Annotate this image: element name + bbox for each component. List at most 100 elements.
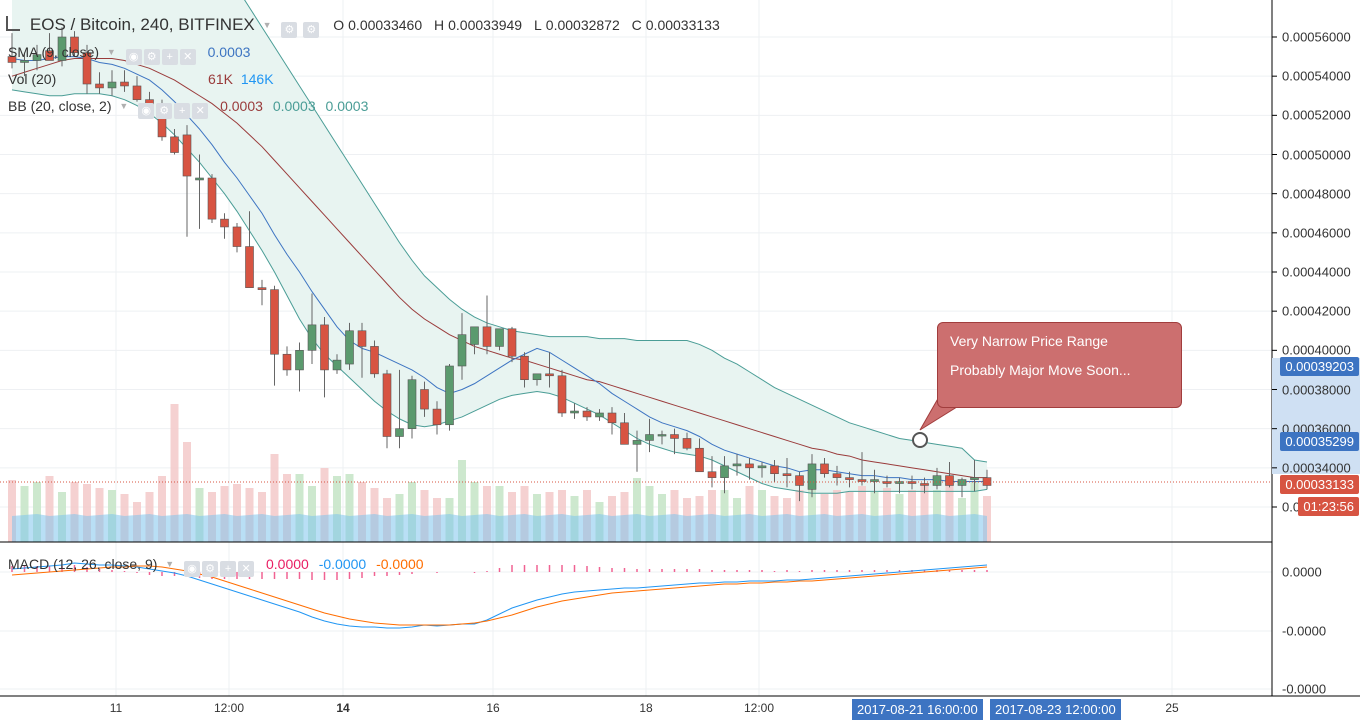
candle-body [845,477,854,480]
candle-body [832,473,842,478]
candle-body [457,334,467,367]
close-icon[interactable]: ✕ [179,49,196,65]
chevron-down-icon[interactable]: ▼ [262,20,272,30]
gear-icon[interactable]: ⚙ [202,561,219,577]
candle-body [95,83,104,89]
close-icon[interactable]: ✕ [238,561,255,577]
candle-body [295,350,304,371]
candle-body [657,434,667,437]
macd-label[interactable]: MACD (12, 26, close, 9) [8,556,158,572]
bb-legend[interactable]: BB (20, close, 2) ▼ ◉ ⚙ + ✕ 0.0003 0.0003 0… [8,98,368,119]
volume-bar [195,488,204,542]
gear-icon[interactable]: ⚙ [303,22,320,38]
candle-body [307,324,317,351]
volume-bar [333,476,341,542]
price-tick: 0.00052000 [1282,107,1351,123]
volume-bar [633,478,641,542]
last-price-tag: 0.00033133 [1280,475,1359,494]
chevron-down-icon[interactable]: ▼ [119,101,129,111]
chart-logo-icon [6,16,20,31]
volume-legend[interactable]: Vol (20) 61K 146K [8,71,274,87]
candle-body [445,365,454,426]
chevron-down-icon[interactable]: ▼ [165,559,175,569]
candle-body [570,410,579,414]
candle-body [532,373,542,381]
time-tick: 16 [486,701,500,715]
candle-body [170,136,179,153]
symbol-title[interactable]: EOS / Bitcoin, 240, BITFINEX [29,15,255,34]
callout-annotation[interactable]: Very Narrow Price Range Probably Major M… [937,322,1182,408]
time-cursor-tag: 2017-08-21 16:00:00 [852,699,983,720]
volume-bar [8,480,16,542]
candle-body [20,60,29,63]
volume-label[interactable]: Vol (20) [8,71,57,87]
plus-icon[interactable]: + [220,561,237,577]
settings-icon[interactable]: ⚙ [281,22,298,38]
volume-ma-area [12,514,987,542]
callout-line-1: Very Narrow Price Range [950,333,1108,349]
time-tick: 11 [109,701,123,715]
volume-bar [320,468,329,542]
candle-body [482,326,492,347]
candle-body [207,177,217,220]
candle-body [957,479,967,486]
candle-body [107,81,117,89]
candle-body [782,473,792,476]
volume-bar [970,482,979,542]
price-tick: 0.00054000 [1282,68,1351,84]
open-key: O [333,17,345,33]
candle-body [920,483,929,486]
plus-icon[interactable]: + [174,103,191,119]
volume-bar [408,482,416,542]
chevron-down-icon[interactable]: ▼ [106,47,116,57]
candle-body [745,463,754,469]
eye-icon[interactable]: ◉ [125,49,142,65]
time-tick: 18 [639,701,653,715]
candle-body [720,465,729,478]
volume-bar [45,476,54,542]
candle-body [707,471,717,478]
price-tick: 0.00038000 [1282,382,1351,397]
candle-body [45,50,54,61]
volume-bar [270,454,279,542]
sma-legend[interactable]: SMA (9, close) ▼ ◉ ⚙ + ✕ 0.0003 [8,44,250,65]
macd-hist-value: 0.0000 [265,556,309,572]
price-tick: 0.00042000 [1282,303,1351,319]
volume-bar [945,482,954,542]
time-tick: 12:00 [213,701,245,715]
candle-body [32,54,42,61]
candle-body [320,324,329,371]
sma-label[interactable]: SMA (9, close) [8,44,100,60]
candle-body [645,434,654,441]
bb-lower-tag: 0.00035299 [1280,432,1359,451]
candle-body [7,56,17,63]
price-tick: 0.00050000 [1282,147,1351,162]
candle-body [520,355,529,381]
candle-body [595,412,604,418]
volume-bar [20,486,29,542]
volume-value: 61K [208,71,233,87]
candle-body [332,359,342,371]
macd-signal-line [11,565,988,626]
bb-label[interactable]: BB (20, close, 2) [8,98,112,114]
gear-icon[interactable]: ⚙ [156,103,173,119]
price-tick: 0.00048000 [1282,186,1351,202]
candle-body [70,36,79,53]
volume-bar [645,486,654,542]
close-icon[interactable]: ✕ [192,103,209,119]
candle-body [857,479,867,482]
gear-icon[interactable]: ⚙ [143,49,160,65]
sma-value: 0.0003 [207,44,251,60]
eye-icon[interactable]: ◉ [138,103,155,119]
candle-body [820,463,829,475]
macd-legend[interactable]: MACD (12, 26, close, 9) ▼ ◉ ⚙ + ✕ 0.0000 -0… [8,556,424,577]
bb-upper-value: 0.0003 [272,98,316,114]
candle-body [395,428,404,437]
candle-body [670,434,679,439]
eye-icon[interactable]: ◉ [184,561,201,577]
price-tick: 0.00034000 [1282,460,1351,476]
candle-body [245,246,254,288]
plus-icon[interactable]: + [161,49,178,65]
volume-bar [33,482,41,542]
symbol-legend: EOS / Bitcoin, 240, BITFINEX ▼ ⚙ ⚙ O 0.00… [6,15,728,38]
